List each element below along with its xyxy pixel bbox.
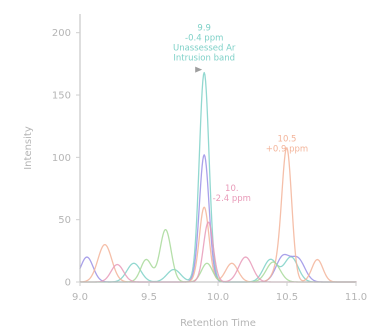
series-line-5: [79, 221, 357, 283]
annotation-1-line-4: Intrusion band: [173, 54, 235, 64]
x-tick-label: 9.0: [72, 292, 88, 303]
series-line-1: [79, 71, 357, 283]
y-tick-label: 150: [52, 91, 71, 102]
annotation-2-line-1: 10.5: [278, 134, 297, 144]
y-tick-label: 50: [58, 215, 71, 226]
x-ticks: 9.0 9.5 10.0 10.5 11.0: [72, 282, 367, 303]
annotation-3-line-1: 10.: [225, 184, 239, 194]
annotation-1-line-2: -0.4 ppm: [185, 34, 223, 44]
y-tick-label: 0: [65, 278, 71, 289]
annotation-3-line-2: -2.4 ppm: [213, 194, 251, 204]
annotation-2-line-2: +0.9 ppm: [266, 144, 308, 154]
y-tick-label: 100: [52, 153, 71, 164]
annotation-1-line-3: Unassessed Ar: [173, 44, 236, 54]
x-tick-label: 11.0: [345, 292, 367, 303]
annotation-1-line-1: 9.9: [197, 24, 211, 34]
series-line-3: [79, 147, 357, 283]
x-tick-label: 9.5: [141, 292, 157, 303]
x-tick-label: 10.0: [207, 292, 229, 303]
y-axis-title: Intensity: [23, 126, 34, 170]
y-ticks: 0 50 100 150 200: [52, 28, 80, 289]
annotation-1-arrow-icon: [195, 66, 203, 73]
x-tick-label: 10.5: [276, 292, 298, 303]
x-axis-title: Retention Time: [180, 318, 256, 329]
series-layer: [79, 71, 357, 283]
y-tick-label: 200: [52, 28, 71, 39]
